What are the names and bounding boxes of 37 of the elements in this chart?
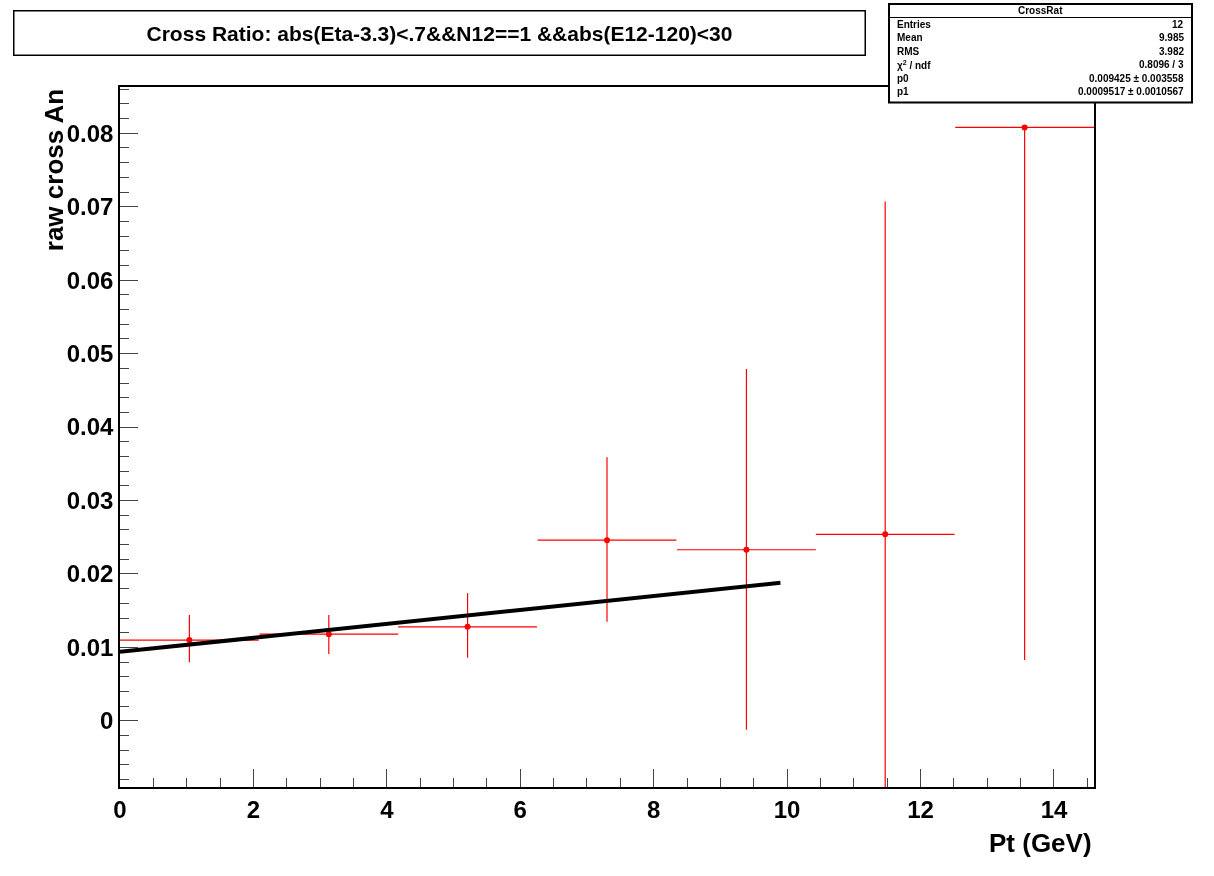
text: Entries (897, 19, 932, 30)
x-tick-label: 12 (907, 795, 934, 823)
text: CrossRat (1018, 5, 1064, 16)
text: RMS (897, 46, 920, 57)
point (604, 537, 610, 544)
point (882, 531, 889, 538)
x-axis-title: Pt (GeV) (989, 828, 1092, 858)
text: 9.985 (1159, 32, 1185, 43)
point (1021, 124, 1028, 131)
text: 3.982 (1159, 46, 1185, 57)
y-tick-label: 0.02 (66, 560, 114, 588)
y-tick-label: 0.05 (66, 340, 114, 368)
point (186, 637, 193, 644)
annotation: 0.0009517 ± 0.0010567 (1078, 86, 1185, 97)
y-tick-label: 0.08 (66, 119, 114, 147)
y-tick-label: 0.06 (66, 266, 114, 294)
x-tick-label: 2 (246, 795, 261, 823)
text: 0.8096 / 3 (1139, 59, 1184, 70)
text: p0 (897, 73, 910, 84)
annotation: p1 (897, 86, 910, 97)
text: 12 (1172, 19, 1184, 30)
y-tick-label: 0.03 (66, 486, 114, 514)
x-tick-label: 4 (380, 795, 395, 823)
y-tick-label: 0.01 (66, 633, 114, 661)
point (743, 546, 750, 553)
text: 0.009425 ± 0.003558 (1089, 73, 1184, 84)
text: Mean (897, 32, 923, 43)
y-tick-label: 0 (100, 707, 114, 735)
point (325, 631, 332, 638)
x-tick-label: 10 (773, 795, 801, 823)
chart-title: Cross Ratio: abs(Eta-3.3)<.7&&N12==1 &&abs(E12-120)<30 (146, 21, 733, 45)
x-tick-label: 6 (513, 795, 527, 823)
text: χ$^{2}$ / ndf (897, 59, 932, 72)
x-tick-label: 14 (1040, 795, 1068, 823)
point (464, 623, 471, 630)
y-tick-label: 0.04 (66, 413, 115, 441)
x-tick-label: 8 (647, 795, 661, 823)
